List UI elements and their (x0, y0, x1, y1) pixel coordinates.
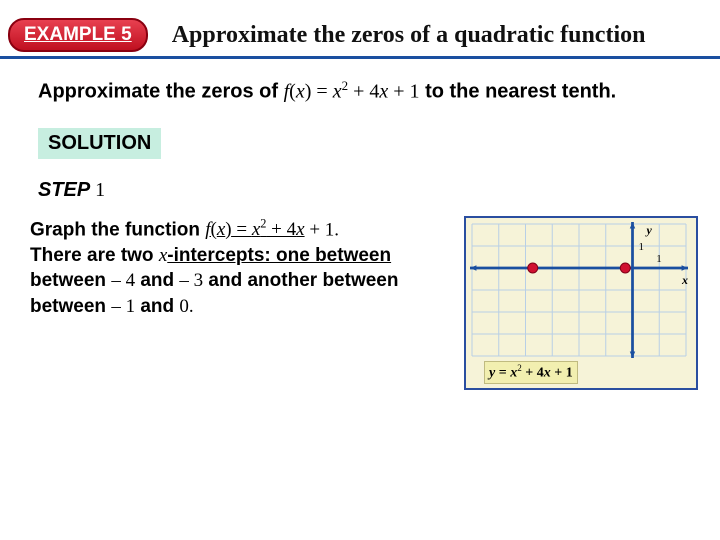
svg-text:y: y (645, 223, 653, 237)
page-title: Approximate the zeros of a quadratic fun… (172, 22, 646, 49)
svg-text:x: x (681, 273, 688, 287)
svg-text:1: 1 (639, 241, 645, 253)
step-text: Graph the function f(x) = x2 + 4x + 1. T… (30, 216, 456, 320)
svg-text:1: 1 (656, 253, 662, 265)
problem-pre: Approximate the zeros of (38, 81, 284, 103)
header: EXAMPLE 5 Approximate the zeros of a qua… (0, 0, 720, 59)
graph-svg: y1x1 (466, 218, 692, 384)
step-label: STEP 1 (38, 179, 720, 202)
problem-statement: Approximate the zeros of f(x) = x2 + 4x … (38, 77, 682, 106)
solution-label: SOLUTION (38, 128, 161, 159)
problem-post: to the nearest tenth. (420, 81, 617, 103)
graph-equation-label: y = x2 + 4x + 1 (484, 361, 578, 384)
step-body: Graph the function f(x) = x2 + 4x + 1. T… (30, 216, 698, 390)
graph: y1x1 y = x2 + 4x + 1 (464, 216, 698, 390)
solution-heading-wrap: SOLUTION (38, 128, 720, 159)
example-badge: EXAMPLE 5 (8, 18, 148, 52)
